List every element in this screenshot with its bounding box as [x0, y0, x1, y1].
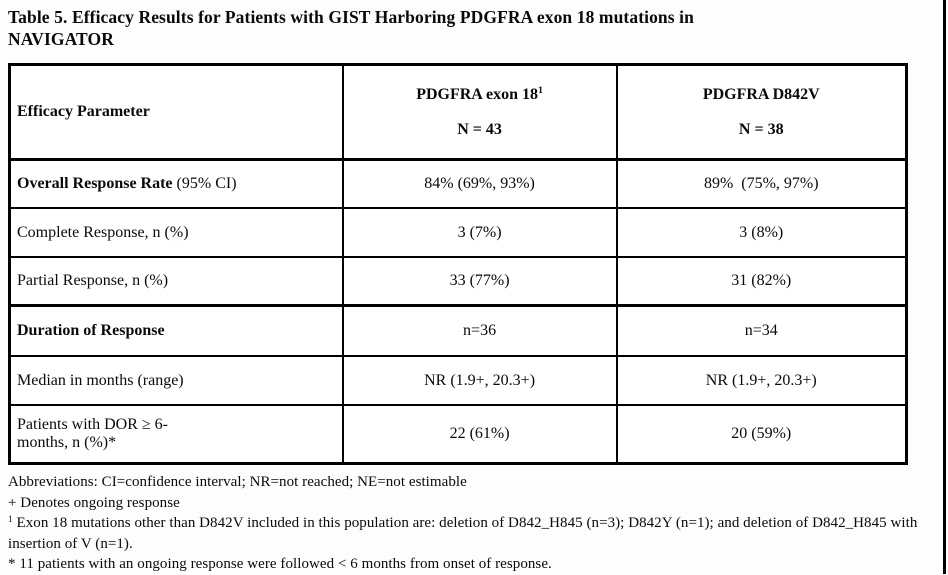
footnote-abbreviations: Abbreviations: CI=confidence interval; N… — [8, 474, 467, 490]
footnote-exon18-mutations: 1 Exon 18 mutations other than D842V inc… — [8, 513, 944, 554]
row-label-duration-of-response: Duration of Response — [8, 304, 344, 357]
footnote-marker-1: 1 — [537, 85, 543, 97]
table-row-median-months: Median in months (range) NR (1.9+, 20.3+… — [8, 355, 908, 406]
column-header-pdgfra-exon18-label: PDGFRA exon 181 — [350, 86, 610, 104]
cell-orr-d842v: 89% (75%, 97%) — [615, 158, 908, 209]
row-label-overall-response-rate: Overall Response Rate (95% CI) — [8, 158, 344, 209]
footnote-asterisk: * 11 patients with an ongoing response w… — [8, 556, 552, 572]
cell-dor-d842v: 20 (59%) — [615, 404, 908, 465]
cell-pr-d842v: 31 (82%) — [615, 256, 908, 307]
column-header-pdgfra-d842v: PDGFRA D842V N = 38 — [615, 63, 908, 161]
footnote-text: Exon 18 mutations other than D842V inclu… — [8, 515, 918, 552]
header-text: PDGFRA exon 18 — [416, 85, 538, 103]
cell-median-d842v: NR (1.9+, 20.3+) — [615, 355, 908, 406]
cell-dor-exon18: 22 (61%) — [341, 404, 618, 465]
table-row-complete-response: Complete Response, n (%) 3 (7%) 3 (8%) — [8, 207, 908, 258]
row-label-rest: (95% CI) — [172, 175, 237, 192]
header-text: PDGFRA D842V — [702, 85, 820, 103]
table-footnotes: Abbreviations: CI=confidence interval; N… — [8, 472, 944, 575]
column-header-pdgfra-d842v-label: PDGFRA D842V — [624, 86, 899, 104]
cell-duration-d842v: n=34 — [615, 304, 908, 357]
cell-duration-exon18: n=36 — [341, 304, 618, 357]
footnote-plus: + Denotes ongoing response — [8, 494, 180, 511]
table-row-overall-response-rate: Overall Response Rate (95% CI) 84% (69%,… — [8, 158, 908, 209]
column-header-efficacy-parameter: Efficacy Parameter — [8, 63, 344, 161]
table-header-row: Efficacy Parameter PDGFRA exon 181 N = 4… — [8, 63, 908, 161]
row-label-bold: Duration of Response — [17, 322, 165, 339]
row-label-complete-response: Complete Response, n (%) — [8, 207, 344, 258]
page-edge-line — [943, 0, 946, 574]
row-label-partial-response: Partial Response, n (%) — [8, 256, 344, 307]
table-title: Table 5. Efficacy Results for Patients w… — [8, 7, 694, 49]
cell-cr-exon18: 3 (7%) — [341, 207, 618, 258]
table-row-duration-of-response: Duration of Response n=36 n=34 — [8, 304, 908, 357]
efficacy-results-table: Efficacy Parameter PDGFRA exon 181 N = 4… — [8, 63, 908, 465]
cell-pr-exon18: 33 (77%) — [341, 256, 618, 307]
column-header-pdgfra-exon18-n: N = 43 — [457, 120, 502, 138]
column-header-pdgfra-d842v-n: N = 38 — [738, 120, 784, 138]
column-header-pdgfra-exon18: PDGFRA exon 181 N = 43 — [341, 63, 618, 161]
cell-cr-d842v: 3 (8%) — [615, 207, 908, 258]
table-row-patients-dor-6months: Patients with DOR ≥ 6- months, n (%)* 22… — [8, 404, 908, 465]
row-label-bold: Overall Response Rate — [17, 175, 173, 192]
table-row-partial-response: Partial Response, n (%) 33 (77%) 31 (82%… — [8, 256, 908, 307]
row-label-patients-dor-6months: Patients with DOR ≥ 6- months, n (%)* — [8, 404, 344, 465]
cell-median-exon18: NR (1.9+, 20.3+) — [341, 355, 618, 406]
footnote-marker-1: 1 — [8, 514, 13, 525]
row-label-median-months: Median in months (range) — [8, 355, 344, 406]
cell-orr-exon18: 84% (69%, 93%) — [341, 158, 618, 209]
